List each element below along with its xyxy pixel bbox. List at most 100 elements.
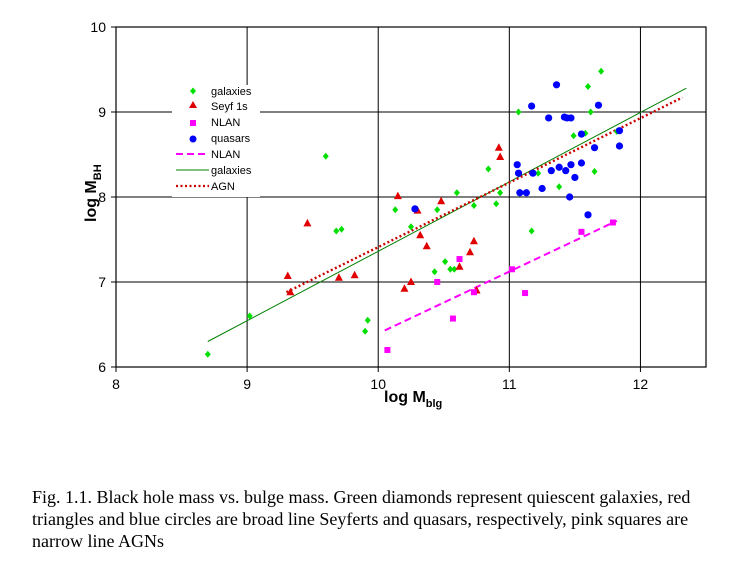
x-tick-label: 10 bbox=[370, 376, 386, 392]
point-circle bbox=[571, 173, 579, 182]
legend-label-seyf: Seyf 1s bbox=[211, 101, 248, 113]
point-triangle bbox=[283, 271, 292, 280]
legend-item-galaxies-fit: galaxies bbox=[176, 165, 252, 177]
point-diamond bbox=[338, 225, 345, 233]
legend-label-agn-fit: AGN bbox=[211, 181, 235, 193]
legend: galaxies Seyf 1s NLAN quasars NLAN galax… bbox=[172, 85, 260, 197]
point-circle bbox=[516, 189, 524, 197]
y-tick-label: 10 bbox=[90, 19, 106, 35]
legend-box bbox=[172, 85, 260, 197]
point-diamond bbox=[442, 258, 449, 266]
point-square bbox=[449, 315, 456, 322]
point-triangle bbox=[350, 270, 359, 279]
legend-marker-diamond bbox=[190, 87, 196, 95]
y-tick-label: 6 bbox=[98, 359, 106, 375]
point-circle bbox=[529, 169, 537, 177]
point-circle bbox=[590, 144, 599, 152]
point-diamond bbox=[587, 108, 594, 116]
point-triangle bbox=[466, 247, 474, 256]
point-circle bbox=[563, 114, 571, 122]
x-tick-label: 11 bbox=[502, 376, 517, 392]
point-diamond bbox=[453, 189, 460, 197]
fit-line-nlan bbox=[384, 219, 618, 332]
point-square bbox=[470, 289, 477, 296]
point-square bbox=[434, 279, 441, 285]
point-triangle bbox=[303, 218, 312, 227]
point-circle bbox=[528, 102, 536, 110]
point-circle bbox=[594, 101, 603, 109]
point-circle bbox=[584, 211, 592, 219]
point-circle bbox=[513, 161, 521, 169]
legend-item-nlan: NLAN bbox=[190, 117, 240, 129]
legend-item-agn-fit: AGN bbox=[176, 181, 235, 193]
legend-label-nlan-fit: NLAN bbox=[211, 149, 240, 161]
point-diamond bbox=[333, 227, 340, 235]
legend-marker-square bbox=[190, 120, 196, 126]
point-diamond bbox=[493, 200, 500, 208]
legend-marker-triangle bbox=[189, 101, 197, 108]
point-triangle bbox=[496, 152, 505, 161]
x-tick-labels: 8 9 10 11 12 bbox=[112, 376, 648, 392]
point-diamond bbox=[362, 327, 369, 335]
point-circle bbox=[552, 81, 561, 89]
point-triangle bbox=[393, 191, 402, 200]
point-circle bbox=[567, 161, 575, 169]
x-axis-label: log Mblg bbox=[384, 389, 442, 410]
point-diamond bbox=[470, 202, 477, 209]
point-square bbox=[578, 228, 585, 235]
point-diamond bbox=[515, 108, 522, 116]
point-diamond bbox=[528, 227, 535, 235]
point-circle bbox=[566, 193, 574, 201]
point-circle bbox=[545, 114, 553, 122]
point-triangle bbox=[334, 273, 343, 281]
legend-label-galaxies-fit: galaxies bbox=[211, 165, 252, 177]
point-circle bbox=[577, 159, 586, 167]
point-circle bbox=[615, 127, 624, 135]
point-diamond bbox=[497, 189, 504, 197]
point-diamond bbox=[364, 316, 371, 324]
y-tick-label: 8 bbox=[98, 189, 106, 205]
point-diamond bbox=[431, 268, 438, 276]
data-points bbox=[204, 67, 624, 358]
point-circle bbox=[562, 167, 570, 175]
point-circle bbox=[514, 169, 523, 177]
point-triangle bbox=[494, 143, 503, 151]
point-diamond bbox=[556, 183, 563, 191]
legend-marker-circle bbox=[189, 135, 197, 143]
point-diamond bbox=[392, 206, 399, 214]
legend-label-galaxies: galaxies bbox=[211, 86, 252, 98]
point-circle bbox=[555, 163, 563, 171]
legend-label-quasars: quasars bbox=[211, 133, 251, 145]
point-diamond bbox=[598, 67, 605, 75]
point-triangle bbox=[422, 241, 431, 250]
x-tick-label: 12 bbox=[633, 376, 649, 392]
point-diamond bbox=[447, 265, 454, 273]
y-axis-label: log MBH bbox=[83, 164, 104, 222]
x-tick-label: 8 bbox=[112, 376, 120, 392]
point-circle bbox=[547, 167, 555, 175]
point-square bbox=[456, 256, 463, 263]
fit-line-galaxies bbox=[207, 87, 687, 342]
point-triangle bbox=[437, 196, 446, 205]
point-triangle bbox=[286, 287, 295, 296]
point-square bbox=[508, 266, 515, 273]
x-tick-label: 9 bbox=[243, 376, 251, 392]
fit-lines bbox=[207, 87, 687, 342]
fit-line-agn bbox=[285, 96, 683, 294]
legend-item-galaxies: galaxies bbox=[190, 86, 252, 98]
point-diamond bbox=[591, 168, 598, 175]
legend-label-nlan: NLAN bbox=[211, 117, 240, 129]
point-diamond bbox=[322, 152, 329, 160]
point-diamond bbox=[570, 132, 577, 140]
point-triangle bbox=[416, 230, 425, 239]
legend-item-nlan-fit: NLAN bbox=[176, 149, 240, 161]
point-circle bbox=[411, 205, 419, 213]
point-triangle bbox=[407, 277, 415, 285]
point-triangle bbox=[469, 236, 478, 245]
y-tick-label: 7 bbox=[98, 274, 106, 290]
point-triangle bbox=[400, 284, 409, 292]
point-diamond bbox=[585, 83, 591, 90]
point-circle bbox=[538, 184, 546, 193]
point-diamond bbox=[451, 265, 458, 273]
point-circle bbox=[615, 142, 624, 150]
